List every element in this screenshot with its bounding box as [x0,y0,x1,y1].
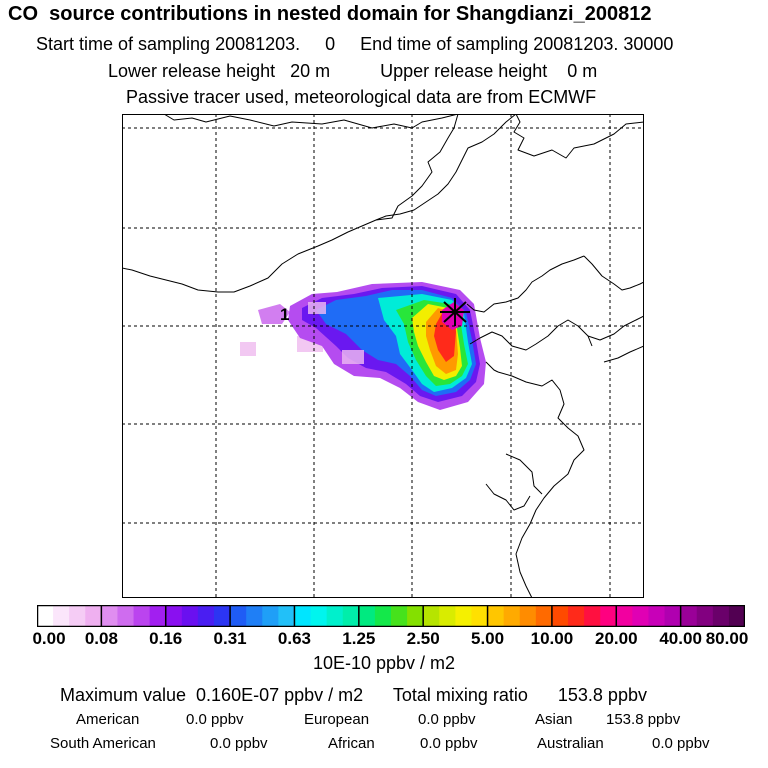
colorbar-cell [133,605,151,627]
colorbar-cell [230,605,247,627]
colorbar-cell [535,605,553,627]
colorbar-cell [278,605,296,627]
region-south-american: South American [50,735,156,752]
region-african: African [328,735,375,752]
region-name: American [76,711,140,728]
colorbar-cell [37,605,54,627]
colorbar-cell [471,605,489,627]
receptor-label: 1 [280,305,289,324]
colorbar-tick-label: 2.50 [406,629,440,648]
contribution-map: 1 [122,114,644,598]
plume [240,282,486,410]
colorbar-tick-label: 0.16 [149,629,183,648]
region-name: European [304,711,370,728]
colorbar-cell [616,605,633,627]
tracer-info: Passive tracer used, meteorological data… [126,87,597,107]
release-heights: Lower release height 20 m Upper release … [108,61,598,81]
colorbar-cell [85,605,102,627]
region-american: American [76,711,139,728]
region-value: 0.0 ppbv [210,735,268,752]
colorbar [37,605,745,627]
colorbar-cell [407,605,424,627]
colorbar-cell [53,605,70,627]
colorbar-cell [712,605,730,627]
colorbar-cell [423,605,440,627]
colorbar-cell [246,605,263,627]
colorbar-cell [117,605,135,627]
colorbar-cell [455,605,473,627]
colorbar-cell [648,605,666,627]
colorbar-cell [310,605,328,627]
colorbar-cell [487,605,505,627]
colorbar-cell [632,605,650,627]
colorbar-cell [342,605,360,627]
colorbar-cell [294,605,312,627]
region-value: 0.0 ppbv [652,735,710,752]
colorbar-cell [728,605,745,627]
colorbar-cell [197,605,215,627]
colorbar-major-dividers [100,605,682,627]
colorbar-tick-label: 0.00 [32,629,66,648]
colorbar-cell [165,605,183,627]
colorbar-cell [439,605,456,627]
colorbar-cell [551,605,569,627]
colorbar-cell [680,605,698,627]
region-name: African [328,735,375,752]
colorbar-tick-label: 20.00 [594,629,638,648]
colorbar-cell [374,605,392,627]
colorbar-cell [326,605,344,627]
colorbar-cell [664,605,682,627]
colorbar-cell [503,605,521,627]
colorbar-cell [358,605,376,627]
colorbar-cell [101,605,119,627]
colorbar-tick-label: 0.63 [277,629,311,648]
colorbar-tick-label: 80.00 [705,629,749,648]
plume-light-violet [258,304,290,324]
colorbar-cell [600,605,617,627]
region-european-value: 0.0 ppbv [418,711,476,728]
max-value-summary: Maximum value 0.160E-07 ppbv / m2 Total … [60,685,647,705]
region-value: 0.0 ppbv [418,711,476,728]
region-australian: Australian [537,735,604,752]
colorbar-cell [391,605,408,627]
colorbar-cell [214,605,231,627]
region-african-value: 0.0 ppbv [420,735,478,752]
page-title: CO source contributions in nested domain… [8,3,652,25]
sampling-times: Start time of sampling 20081203. 0 End t… [36,34,674,54]
colorbar-cell [519,605,537,627]
colorbar-cells [37,605,745,627]
region-australian-value: 0.0 ppbv [652,735,710,752]
region-value: 0.0 ppbv [186,711,244,728]
region-value: 153.8 ppbv [606,711,681,728]
colorbar-cell [584,605,601,627]
colorbar-cell [149,605,167,627]
plume-west-fringe [308,302,364,364]
colorbar-cell [181,605,199,627]
region-asian-value: 153.8 ppbv [606,711,680,728]
region-name: Asian [535,711,573,728]
borders [122,114,644,598]
colorbar-cell [69,605,86,627]
colorbar-cell [262,605,279,627]
colorbar-frame [37,605,745,627]
graticule [122,114,644,598]
colorbar-tick-label: 10.00 [530,629,574,648]
colorbar-tick-label: 0.08 [84,629,118,648]
region-american-value: 0.0 ppbv [186,711,244,728]
colorbar-tick-label: 40.00 [659,629,702,648]
receptor-marker [440,298,470,326]
region-name: Australian [537,735,604,752]
region-asian: Asian [535,711,573,728]
region-value: 0.0 ppbv [420,735,478,752]
region-european: European [304,711,369,728]
colorbar-tick-label: 0.31 [213,629,247,648]
region-south-american-value: 0.0 ppbv [210,735,268,752]
colorbar-tick-label: 1.25 [342,629,376,648]
colorbar-cell [568,605,585,627]
region-name: South American [50,735,156,752]
colorbar-cell [696,605,714,627]
colorbar-units: 10E-10 ppbv / m2 [312,653,456,673]
colorbar-tick-label: 5.00 [470,629,505,648]
